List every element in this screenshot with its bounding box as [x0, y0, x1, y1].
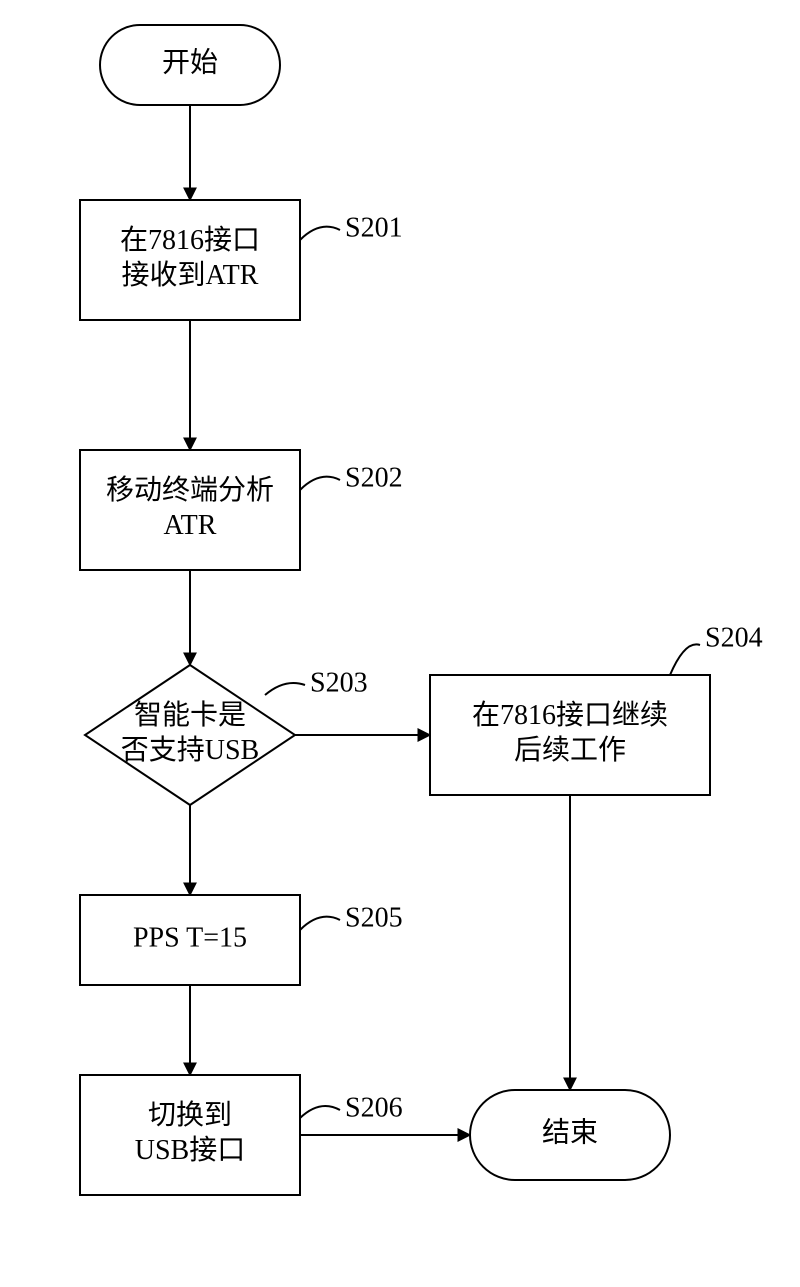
node-s203: 智能卡是否支持USB — [85, 665, 295, 805]
label-s205: S205 — [345, 902, 403, 933]
node-s202: 移动终端分析 ATR — [80, 450, 300, 570]
node-s204: 在7816接口继续后续工作 — [430, 675, 710, 795]
nodes-layer: 开始在7816接口接收到ATR 移动终端分析 ATR 智能卡是否支持USB 在7816接… — [80, 25, 710, 1195]
node-s204-text-1: 后续工作 — [514, 734, 626, 766]
node-s203-text-1: 否支持USB — [121, 734, 259, 766]
label-connector-s205 — [300, 917, 340, 930]
node-s201-text-0: 在7816接口 — [120, 224, 260, 256]
label-s206: S206 — [345, 1092, 403, 1123]
label-connector-s206 — [300, 1106, 340, 1118]
label-s204: S204 — [705, 622, 763, 653]
node-s204-text-0: 在7816接口继续 — [472, 699, 668, 731]
node-s206-text-0: 切换到 — [148, 1099, 232, 1131]
node-s202-text-0: 移动终端分析 — [106, 474, 274, 506]
label-connector-s201 — [300, 227, 340, 240]
step-labels: S201 S202 S203 S204 S205 S206 — [310, 212, 763, 1123]
node-s202-text-1: ATR — [164, 510, 217, 541]
node-s201: 在7816接口接收到ATR — [80, 200, 300, 320]
node-s206-text-1: USB接口 — [135, 1134, 245, 1166]
node-s201-text-1: 接收到ATR — [122, 259, 259, 291]
node-s206: 切换到USB接口 — [80, 1075, 300, 1195]
node-s205: PPS T=15 — [80, 895, 300, 985]
label-s202: S202 — [345, 462, 403, 493]
label-s203: S203 — [310, 667, 368, 698]
node-end: 结束 — [470, 1090, 670, 1180]
label-connector-s203 — [265, 683, 305, 695]
node-start-text-0: 开始 — [162, 46, 218, 78]
label-connector-s202 — [300, 477, 340, 490]
label-connector-s204 — [670, 644, 700, 675]
node-s205-text-0: PPS T=15 — [133, 922, 247, 953]
node-start: 开始 — [100, 25, 280, 105]
label-s201: S201 — [345, 212, 403, 243]
node-s203-text-0: 智能卡是 — [134, 699, 246, 731]
node-end-text-0: 结束 — [542, 1116, 598, 1148]
